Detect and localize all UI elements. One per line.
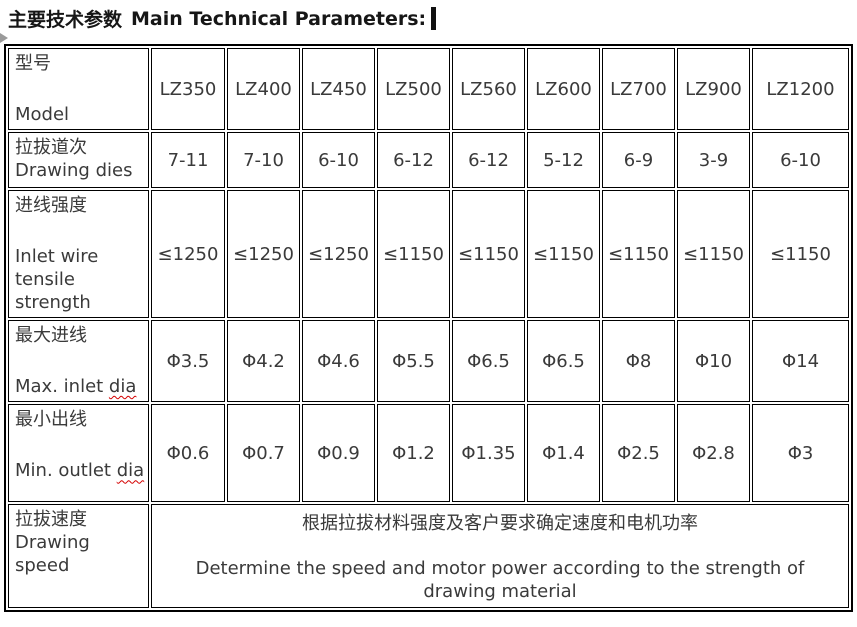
model-cell[interactable]: LZ1200 — [752, 48, 849, 131]
drawing-dies-cell[interactable]: 6-12 — [452, 132, 525, 189]
model-cell[interactable]: LZ400 — [227, 48, 300, 131]
max-inlet-cell[interactable]: Φ6.5 — [452, 320, 525, 403]
parameters-table: 型号 Model LZ350 LZ400 LZ450 LZ500 LZ560 L… — [4, 44, 853, 613]
table-row-min-outlet: 最小出线 Min. outlet dia Φ0.6 Φ0.7 Φ0.9 Φ1.2… — [8, 404, 849, 503]
row-label-model[interactable]: 型号 Model — [8, 48, 149, 131]
row-label-model-zh: 型号 — [15, 53, 51, 74]
row-label-drawing-speed-zh: 拉拔速度 — [15, 509, 87, 531]
min-outlet-cell[interactable]: Φ0.6 — [151, 404, 225, 503]
text-cursor — [431, 7, 437, 30]
row-label-drawing-speed-en: Drawing speed — [15, 532, 90, 577]
row-label-drawing-dies[interactable]: 拉拔道次 Drawing dies — [8, 132, 149, 189]
min-outlet-cell[interactable]: Φ1.2 — [377, 404, 450, 503]
table-row-drawing-dies: 拉拔道次 Drawing dies 7-11 7-10 6-10 6-12 6-… — [8, 132, 849, 189]
drawing-dies-cell[interactable]: 7-11 — [151, 132, 225, 189]
model-cell[interactable]: LZ600 — [527, 48, 600, 131]
max-inlet-cell[interactable]: Φ14 — [752, 320, 849, 403]
model-cell[interactable]: LZ500 — [377, 48, 450, 131]
row-label-min-outlet-en: Min. outlet dia — [15, 460, 145, 482]
drawing-dies-cell[interactable]: 7-10 — [227, 132, 300, 189]
max-inlet-cell[interactable]: Φ3.5 — [151, 320, 225, 403]
row-label-inlet-strength-zh: 进线强度 — [15, 195, 87, 217]
min-outlet-cell[interactable]: Φ0.9 — [302, 404, 375, 503]
row-label-max-inlet[interactable]: 最大进线 Max. inlet dia — [8, 320, 149, 403]
model-cell[interactable]: LZ700 — [602, 48, 675, 131]
drawing-speed-note-cell[interactable]: 根据拉拔材料强度及客户要求确定速度和电机功率 Determine the spe… — [151, 504, 849, 609]
row-label-drawing-dies-en: Drawing dies — [15, 160, 133, 182]
min-outlet-cell[interactable]: Φ1.4 — [527, 404, 600, 503]
min-outlet-cell[interactable]: Φ2.8 — [677, 404, 750, 503]
row-label-max-inlet-en: Max. inlet dia — [15, 376, 137, 398]
drawing-dies-cell[interactable]: 5-12 — [527, 132, 600, 189]
drawing-dies-cell[interactable]: 6-12 — [377, 132, 450, 189]
inlet-strength-cell[interactable]: ≤1250 — [302, 190, 375, 319]
min-outlet-cell[interactable]: Φ2.5 — [602, 404, 675, 503]
drawing-dies-cell[interactable]: 6-10 — [302, 132, 375, 189]
table-row-max-inlet: 最大进线 Max. inlet dia Φ3.5 Φ4.2 Φ4.6 Φ5.5 … — [8, 320, 849, 403]
row-label-max-inlet-zh: 最大进线 — [15, 325, 87, 347]
inlet-strength-cell[interactable]: ≤1150 — [752, 190, 849, 319]
max-inlet-cell[interactable]: Φ4.6 — [302, 320, 375, 403]
inlet-strength-cell[interactable]: ≤1150 — [602, 190, 675, 319]
model-cell[interactable]: LZ560 — [452, 48, 525, 131]
row-label-min-outlet-zh: 最小出线 — [15, 409, 87, 431]
table-row-inlet-strength: 进线强度 Inlet wire tensile strength ≤1250 ≤… — [8, 190, 849, 319]
drawing-speed-note-zh: 根据拉拔材料强度及客户要求确定速度和电机功率 — [302, 513, 698, 535]
table-drag-handle-icon[interactable] — [0, 33, 8, 43]
inlet-strength-cell[interactable]: ≤1250 — [151, 190, 225, 319]
row-label-inlet-strength-en: Inlet wire tensile strength — [15, 246, 99, 314]
inlet-strength-cell[interactable]: ≤1150 — [377, 190, 450, 319]
drawing-speed-note-en: Determine the speed and motor power acco… — [195, 557, 805, 603]
row-label-min-outlet[interactable]: 最小出线 Min. outlet dia — [8, 404, 149, 503]
page-title-en: Main Technical Parameters: — [131, 7, 427, 30]
table-row-drawing-speed: 拉拔速度 Drawing speed 根据拉拔材料强度及客户要求确定速度和电机功… — [8, 504, 849, 609]
row-label-drawing-speed[interactable]: 拉拔速度 Drawing speed — [8, 504, 149, 609]
misspelled-word: dia — [108, 376, 137, 398]
min-outlet-cell[interactable]: Φ1.35 — [452, 404, 525, 503]
row-label-inlet-strength[interactable]: 进线强度 Inlet wire tensile strength — [8, 190, 149, 319]
min-outlet-cell[interactable]: Φ0.7 — [227, 404, 300, 503]
inlet-strength-cell[interactable]: ≤1250 — [227, 190, 300, 319]
max-inlet-cell[interactable]: Φ4.2 — [227, 320, 300, 403]
max-inlet-cell[interactable]: Φ8 — [602, 320, 675, 403]
max-inlet-cell[interactable]: Φ10 — [677, 320, 750, 403]
model-cell[interactable]: LZ350 — [151, 48, 225, 131]
inlet-strength-cell[interactable]: ≤1150 — [527, 190, 600, 319]
table-row-model: 型号 Model LZ350 LZ400 LZ450 LZ500 LZ560 L… — [8, 48, 849, 131]
max-inlet-cell[interactable]: Φ5.5 — [377, 320, 450, 403]
model-cell[interactable]: LZ450 — [302, 48, 375, 131]
page-title[interactable]: 主要技术参数 Main Technical Parameters: — [8, 5, 437, 32]
inlet-strength-cell[interactable]: ≤1150 — [452, 190, 525, 319]
model-cell[interactable]: LZ900 — [677, 48, 750, 131]
drawing-dies-cell[interactable]: 6-9 — [602, 132, 675, 189]
row-label-model-en: Model — [15, 104, 70, 126]
page-title-zh: 主要技术参数 — [8, 9, 123, 31]
inlet-strength-cell[interactable]: ≤1150 — [677, 190, 750, 319]
drawing-dies-cell[interactable]: 3-9 — [677, 132, 750, 189]
min-outlet-cell[interactable]: Φ3 — [752, 404, 849, 503]
row-label-drawing-dies-zh: 拉拔道次 — [15, 137, 87, 159]
drawing-dies-cell[interactable]: 6-10 — [752, 132, 849, 189]
max-inlet-cell[interactable]: Φ6.5 — [527, 320, 600, 403]
misspelled-word: dia — [116, 460, 145, 482]
